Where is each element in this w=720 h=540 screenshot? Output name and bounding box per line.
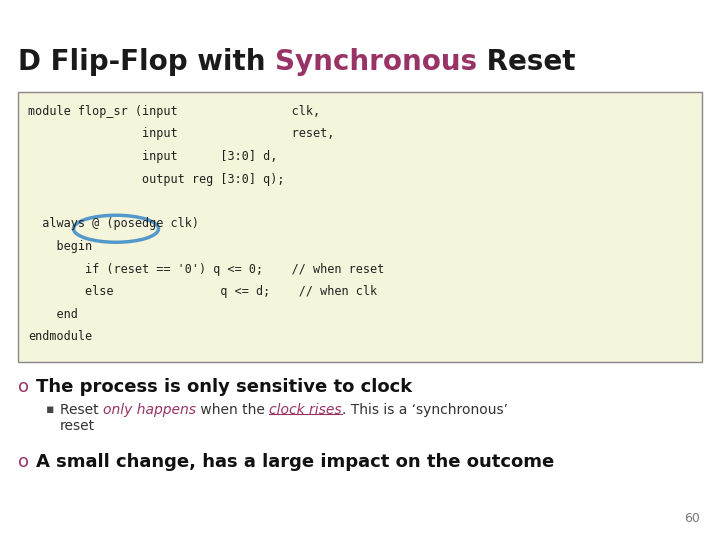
Text: clock rises: clock rises [269, 403, 342, 417]
Text: o: o [18, 378, 29, 396]
Text: Reset: Reset [477, 48, 576, 76]
Text: module flop_sr (input                clk,: module flop_sr (input clk, [28, 105, 320, 118]
Text: D Flip-Flop with: D Flip-Flop with [18, 48, 275, 76]
Text: when the: when the [196, 403, 269, 417]
Text: input                reset,: input reset, [28, 127, 334, 140]
Text: Synchronous: Synchronous [275, 48, 477, 76]
Text: A small change, has a large impact on the outcome: A small change, has a large impact on th… [36, 453, 554, 471]
Text: always @ (posedge clk): always @ (posedge clk) [28, 218, 199, 231]
Text: o: o [18, 453, 29, 471]
Text: begin: begin [28, 240, 92, 253]
Text: input      [3:0] d,: input [3:0] d, [28, 150, 277, 163]
Text: ▪: ▪ [46, 403, 55, 416]
Text: if (reset == '0') q <= 0;    // when reset: if (reset == '0') q <= 0; // when reset [28, 262, 384, 275]
Text: endmodule: endmodule [28, 330, 92, 343]
Text: . This is a ‘synchronous’: . This is a ‘synchronous’ [342, 403, 508, 417]
Text: else               q <= d;    // when clk: else q <= d; // when clk [28, 285, 377, 298]
Text: only happens: only happens [103, 403, 196, 417]
Text: The process is only sensitive to clock: The process is only sensitive to clock [36, 378, 413, 396]
Bar [18, 92, 702, 362]
Text: Reset: Reset [60, 403, 103, 417]
Text: output reg [3:0] q);: output reg [3:0] q); [28, 172, 284, 186]
Text: reset: reset [60, 419, 95, 433]
Text: 60: 60 [684, 512, 700, 525]
Text: end: end [28, 307, 78, 321]
